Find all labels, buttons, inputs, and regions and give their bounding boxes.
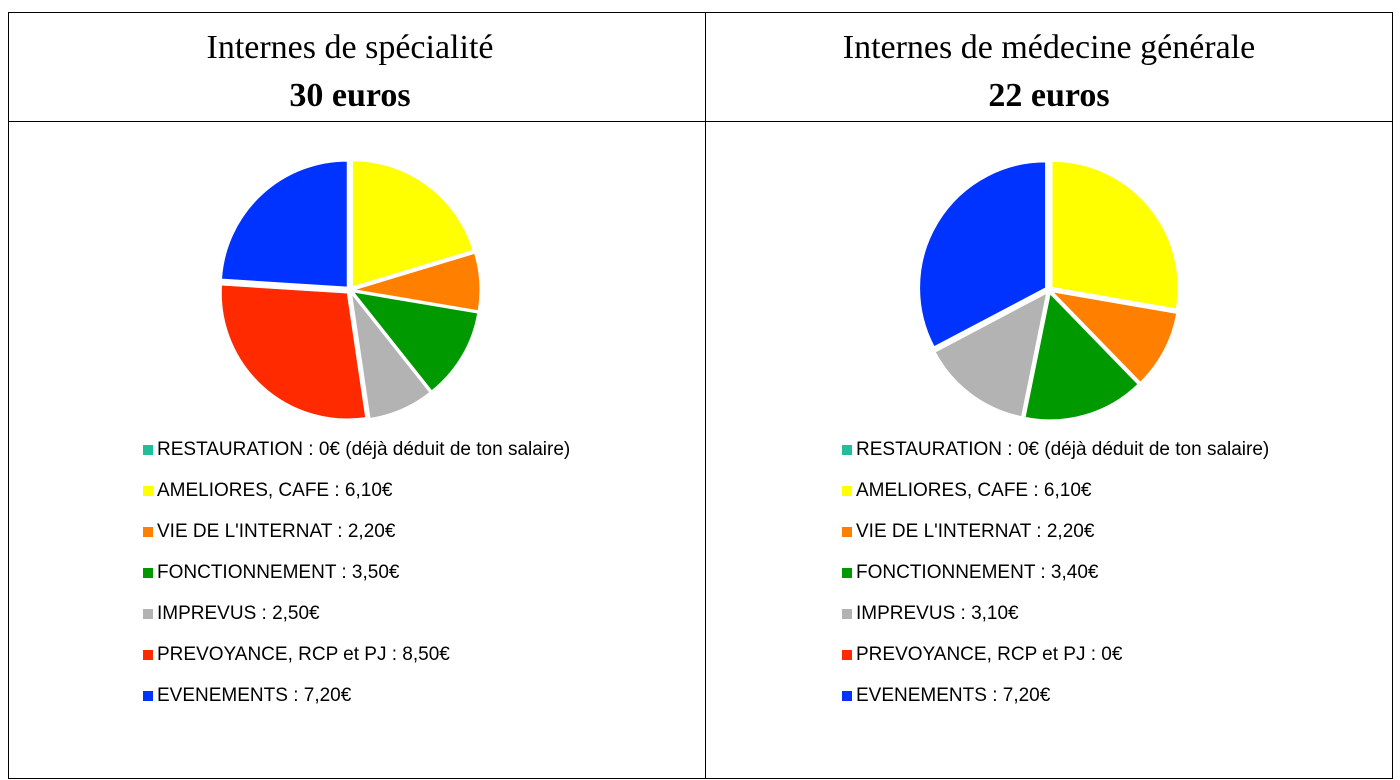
legend-swatch (842, 486, 852, 496)
legend-label: PREVOYANCE, RCP et PJ : 0€ (856, 644, 1123, 665)
pie-slice (933, 291, 1046, 352)
legend-swatch (143, 609, 153, 619)
legend-swatch (143, 650, 153, 660)
legend-swatch (143, 445, 153, 455)
legend-label: FONCTIONNEMENT : 3,40€ (856, 562, 1099, 583)
pie-slice (1024, 292, 1139, 421)
legend-swatch (842, 609, 852, 619)
panel-title: Internes de médecine générale (843, 29, 1255, 66)
pie-slice (351, 160, 474, 288)
pie-slice (934, 292, 1048, 418)
pie-slice (350, 291, 431, 419)
pie-slice (220, 160, 348, 288)
legend-label: VIE DE L'INTERNAT : 2,20€ (856, 521, 1095, 542)
legend-label: RESTAURATION : 0€ (déjà déduit de ton sa… (856, 439, 1269, 460)
panel-subtitle: 22 euros (988, 77, 1109, 114)
pie-slice (352, 291, 479, 392)
legend-swatch (143, 568, 153, 578)
legend-swatch (842, 650, 852, 660)
legend-swatch (143, 486, 153, 496)
legend-swatch (842, 691, 852, 701)
legend-swatch (842, 445, 852, 455)
legend-swatch (143, 527, 153, 537)
pie-slice (919, 161, 1047, 348)
legend-label: EVENEMENTS : 7,20€ (856, 685, 1051, 706)
pie-slice (220, 284, 367, 420)
legend-label: FONCTIONNEMENT : 3,50€ (157, 562, 400, 583)
pie-slice (1051, 160, 1179, 310)
legend-label: AMELIORES, CAFE : 6,10€ (157, 480, 393, 501)
legend-label: PREVOYANCE, RCP et PJ : 8,50€ (157, 644, 450, 665)
legend-swatch (842, 527, 852, 537)
legend-label: RESTAURATION : 0€ (déjà déduit de ton sa… (157, 439, 570, 460)
legend-label: IMPREVUS : 2,50€ (157, 603, 320, 624)
legend-label: EVENEMENTS : 7,20€ (157, 685, 352, 706)
panel-subtitle: 30 euros (289, 77, 410, 114)
legend-label: IMPREVUS : 3,10€ (856, 603, 1019, 624)
pie-slice (1051, 291, 1178, 383)
table-border (8, 12, 1393, 779)
legend-label: VIE DE L'INTERNAT : 2,20€ (157, 521, 396, 542)
pie-slice (353, 252, 481, 312)
legend-label: AMELIORES, CAFE : 6,10€ (856, 480, 1092, 501)
legend-swatch (143, 691, 153, 701)
legend-swatch (842, 568, 852, 578)
panel-title: Internes de spécialité (207, 29, 494, 66)
